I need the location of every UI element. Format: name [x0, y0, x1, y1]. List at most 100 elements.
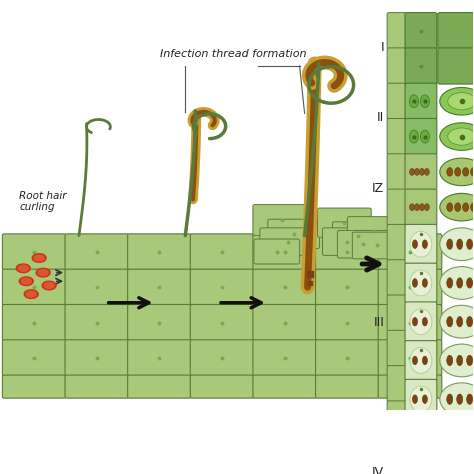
FancyBboxPatch shape — [405, 224, 437, 264]
Ellipse shape — [420, 95, 429, 108]
FancyBboxPatch shape — [268, 219, 319, 248]
Ellipse shape — [463, 203, 469, 211]
Ellipse shape — [419, 168, 424, 175]
FancyBboxPatch shape — [378, 340, 442, 376]
Ellipse shape — [463, 168, 469, 176]
FancyBboxPatch shape — [387, 365, 406, 402]
FancyBboxPatch shape — [387, 13, 406, 49]
Text: Root hair
curling: Root hair curling — [19, 191, 67, 212]
Ellipse shape — [466, 317, 473, 327]
Ellipse shape — [410, 168, 414, 175]
Ellipse shape — [422, 240, 428, 248]
FancyBboxPatch shape — [65, 340, 128, 376]
FancyBboxPatch shape — [438, 48, 474, 84]
FancyBboxPatch shape — [253, 340, 317, 376]
FancyBboxPatch shape — [322, 228, 371, 255]
FancyBboxPatch shape — [128, 340, 191, 376]
Ellipse shape — [457, 278, 463, 288]
Ellipse shape — [34, 255, 44, 261]
Ellipse shape — [466, 278, 473, 288]
FancyBboxPatch shape — [318, 208, 371, 237]
FancyBboxPatch shape — [253, 234, 317, 270]
Text: Infection thread formation: Infection thread formation — [161, 49, 307, 59]
Ellipse shape — [440, 193, 474, 221]
Ellipse shape — [457, 394, 463, 404]
Ellipse shape — [412, 279, 418, 287]
FancyBboxPatch shape — [405, 48, 437, 84]
Ellipse shape — [410, 130, 419, 143]
Ellipse shape — [412, 395, 418, 403]
FancyBboxPatch shape — [190, 234, 254, 270]
Ellipse shape — [440, 305, 474, 338]
FancyBboxPatch shape — [387, 224, 406, 261]
Ellipse shape — [18, 265, 28, 271]
Ellipse shape — [448, 128, 474, 145]
Ellipse shape — [16, 264, 30, 273]
Text: I: I — [381, 40, 384, 54]
FancyBboxPatch shape — [190, 375, 254, 398]
Ellipse shape — [422, 279, 428, 287]
Ellipse shape — [424, 168, 429, 175]
FancyBboxPatch shape — [387, 260, 406, 296]
Ellipse shape — [466, 356, 473, 365]
Ellipse shape — [410, 386, 432, 412]
Ellipse shape — [420, 130, 429, 143]
FancyBboxPatch shape — [378, 269, 442, 305]
Ellipse shape — [422, 356, 428, 365]
FancyBboxPatch shape — [316, 340, 379, 376]
Ellipse shape — [448, 92, 474, 110]
FancyBboxPatch shape — [405, 341, 437, 380]
FancyBboxPatch shape — [438, 13, 474, 49]
FancyBboxPatch shape — [65, 304, 128, 341]
FancyBboxPatch shape — [405, 454, 437, 474]
FancyBboxPatch shape — [387, 472, 406, 474]
Ellipse shape — [414, 168, 419, 175]
Ellipse shape — [447, 168, 453, 176]
FancyBboxPatch shape — [190, 269, 254, 305]
Ellipse shape — [471, 168, 474, 176]
Ellipse shape — [440, 266, 474, 299]
Ellipse shape — [36, 268, 50, 277]
FancyBboxPatch shape — [2, 304, 66, 341]
Ellipse shape — [471, 203, 474, 211]
Ellipse shape — [440, 344, 474, 377]
FancyBboxPatch shape — [378, 304, 442, 341]
Ellipse shape — [447, 278, 453, 288]
FancyBboxPatch shape — [405, 83, 437, 119]
FancyBboxPatch shape — [2, 340, 66, 376]
FancyBboxPatch shape — [128, 234, 191, 270]
FancyBboxPatch shape — [405, 302, 437, 341]
Ellipse shape — [440, 228, 474, 261]
FancyBboxPatch shape — [253, 269, 317, 305]
FancyBboxPatch shape — [352, 232, 401, 259]
Ellipse shape — [410, 204, 414, 210]
Ellipse shape — [447, 203, 453, 211]
FancyBboxPatch shape — [316, 375, 379, 398]
Ellipse shape — [422, 395, 428, 403]
FancyBboxPatch shape — [65, 234, 128, 270]
FancyBboxPatch shape — [387, 295, 406, 331]
FancyBboxPatch shape — [128, 269, 191, 305]
FancyBboxPatch shape — [128, 304, 191, 341]
Ellipse shape — [440, 456, 474, 474]
Ellipse shape — [440, 383, 474, 416]
Ellipse shape — [424, 204, 429, 210]
Text: IZ: IZ — [372, 182, 384, 195]
Ellipse shape — [440, 158, 474, 186]
Ellipse shape — [412, 356, 418, 365]
Ellipse shape — [455, 203, 461, 211]
Ellipse shape — [19, 277, 33, 285]
Ellipse shape — [414, 204, 419, 210]
Ellipse shape — [447, 317, 453, 327]
Text: IV: IV — [372, 466, 384, 474]
FancyBboxPatch shape — [253, 304, 317, 341]
FancyBboxPatch shape — [65, 375, 128, 398]
Ellipse shape — [26, 291, 36, 297]
Ellipse shape — [410, 347, 432, 374]
FancyBboxPatch shape — [2, 269, 66, 305]
Ellipse shape — [457, 317, 463, 327]
Text: II: II — [377, 111, 384, 124]
FancyBboxPatch shape — [378, 375, 442, 398]
Ellipse shape — [466, 239, 473, 249]
FancyBboxPatch shape — [405, 118, 437, 155]
